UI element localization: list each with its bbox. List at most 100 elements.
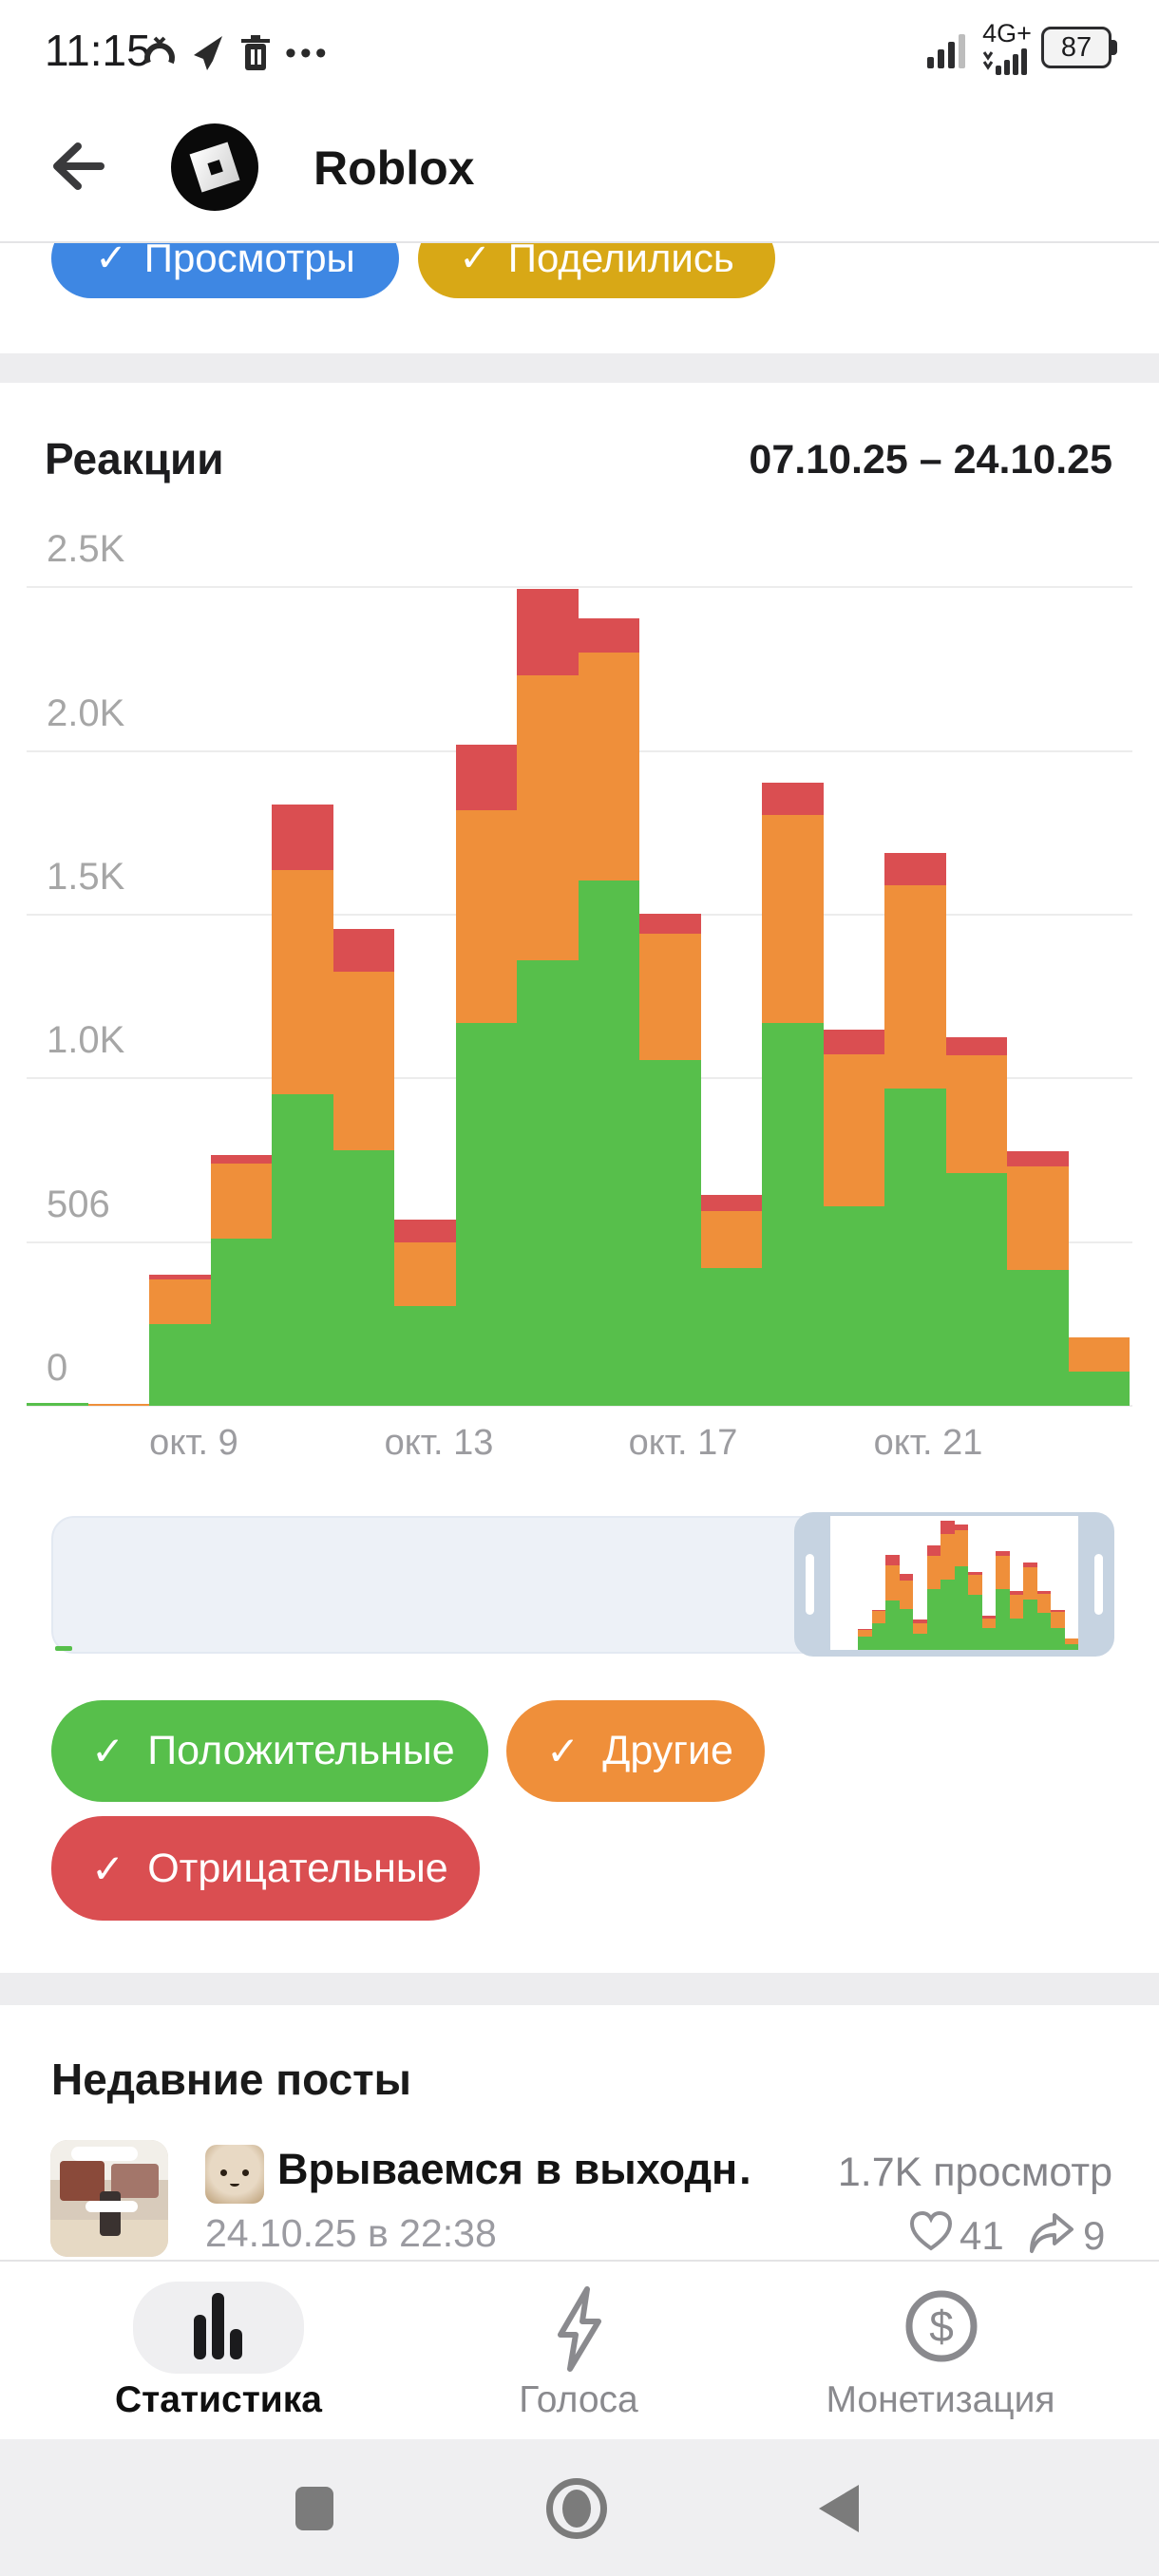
check-icon: ✓	[95, 237, 127, 279]
bar-segment	[955, 1530, 968, 1566]
y-axis-tick: 1.0K	[47, 1019, 125, 1061]
more-status-icon: •••	[285, 34, 331, 71]
back-arrow-button[interactable]	[46, 137, 108, 196]
section-separator	[0, 353, 1159, 383]
bar-segment	[968, 1575, 982, 1595]
check-icon: ✓	[91, 1729, 125, 1773]
post-views: 1.7K просмотр	[837, 2150, 1112, 2195]
y-axis-tick: 2.0K	[47, 692, 125, 734]
recents-button[interactable]	[295, 2487, 333, 2530]
bar-segment	[996, 1551, 1010, 1556]
battery-percent: 87	[1060, 31, 1092, 63]
bar-segment	[149, 1279, 211, 1324]
bar-segment	[1051, 1610, 1065, 1612]
bar-segment	[1007, 1166, 1069, 1270]
post-title[interactable]: Врываемся в выходн…	[277, 2145, 752, 2193]
bar-segment	[1023, 1567, 1037, 1600]
bar-segment	[996, 1589, 1010, 1650]
bar-segment	[762, 815, 824, 1023]
minimap-window[interactable]	[830, 1516, 1078, 1650]
section-separator	[0, 1973, 1159, 2005]
header: 11:15 •••	[0, 0, 1159, 243]
bar-segment	[927, 1556, 940, 1589]
bar-segment	[333, 929, 394, 972]
bar-segment	[394, 1220, 456, 1242]
bar-segment	[272, 1094, 333, 1406]
bar-segment	[884, 885, 946, 1089]
bar-segment	[858, 1637, 872, 1650]
post-thumbnail[interactable]	[50, 2140, 168, 2257]
gridline	[27, 1405, 1132, 1407]
nav-label-statistics[interactable]: Статистика	[114, 2379, 323, 2420]
bar-segment	[456, 745, 517, 810]
lightning-icon[interactable]	[549, 2285, 608, 2373]
bar-segment	[927, 1545, 940, 1556]
bar-segment	[1069, 1337, 1130, 1372]
bar-segment	[982, 1628, 996, 1650]
chart-title: Реакции	[45, 434, 224, 483]
heart-icon	[909, 2211, 953, 2251]
minimap-history-sliver	[55, 1646, 72, 1651]
bar-segment	[913, 1623, 927, 1634]
legend-positive-label: Положительные	[147, 1728, 455, 1773]
bar-segment	[913, 1634, 927, 1650]
bar-segment	[149, 1275, 211, 1279]
share-icon	[1030, 2213, 1074, 2253]
monetization-icon[interactable]: $	[902, 2285, 980, 2367]
bar-segment	[1051, 1612, 1065, 1628]
home-button[interactable]	[546, 2478, 607, 2539]
bar-segment	[579, 881, 639, 1406]
bar-segment	[946, 1055, 1007, 1173]
minimap-left-handle[interactable]	[806, 1554, 814, 1615]
back-system-button[interactable]	[815, 2483, 861, 2534]
bar-segment	[824, 1054, 884, 1206]
chart-date-range[interactable]: 07.10.25 – 24.10.25	[749, 437, 1112, 483]
bar-segment	[1065, 1638, 1078, 1644]
check-icon: ✓	[91, 1846, 125, 1891]
bar-segment	[900, 1581, 913, 1609]
bar-segment	[872, 1611, 885, 1623]
bar-segment	[456, 810, 517, 1023]
signal-bars2-icon	[982, 48, 1027, 75]
bar-segment	[968, 1595, 982, 1650]
bar-segment	[211, 1164, 272, 1239]
bar-segment	[149, 1324, 211, 1406]
bar-segment	[762, 783, 824, 815]
stats-icon	[230, 2329, 242, 2359]
bar-segment	[940, 1521, 955, 1534]
bar-segment	[762, 1023, 824, 1406]
bar-segment	[333, 972, 394, 1150]
bar-segment	[701, 1195, 762, 1211]
legend-negative-label: Отрицательные	[147, 1845, 448, 1891]
bar-segment	[940, 1580, 955, 1650]
notification-icon	[144, 36, 175, 65]
bar-segment	[884, 853, 946, 885]
bar-segment	[517, 675, 579, 960]
bar-segment	[940, 1534, 955, 1580]
nav-label-voices[interactable]: Голоса	[519, 2379, 638, 2420]
bar-segment	[872, 1610, 885, 1611]
bar-segment	[1007, 1270, 1069, 1406]
bar-segment	[456, 1023, 517, 1406]
bar-segment	[913, 1619, 927, 1623]
legend-others-label: Другие	[602, 1728, 733, 1773]
bar-segment	[946, 1037, 1007, 1055]
legend-chip-others[interactable]: ✓ Другие	[506, 1700, 765, 1802]
bar-segment	[1069, 1372, 1130, 1406]
legend-chip-negative[interactable]: ✓ Отрицательные	[51, 1816, 480, 1921]
bar-segment	[858, 1630, 872, 1637]
post-shares-count: 9	[1083, 2213, 1106, 2258]
bar-segment	[982, 1619, 996, 1628]
bar-segment	[1023, 1600, 1037, 1650]
bar-segment	[1065, 1644, 1078, 1650]
channel-avatar	[171, 123, 258, 211]
x-axis-tick: окт. 9	[149, 1423, 238, 1463]
minimap-right-handle[interactable]	[1094, 1554, 1103, 1615]
legend-chip-positive[interactable]: ✓ Положительные	[51, 1700, 488, 1802]
nav-label-monetization[interactable]: Монетизация	[826, 2379, 1055, 2420]
y-axis-tick: 1.5K	[47, 856, 125, 898]
bar-segment	[1010, 1595, 1023, 1619]
bar-segment	[272, 805, 333, 870]
check-icon: ✓	[546, 1729, 580, 1773]
bar-segment	[211, 1155, 272, 1164]
